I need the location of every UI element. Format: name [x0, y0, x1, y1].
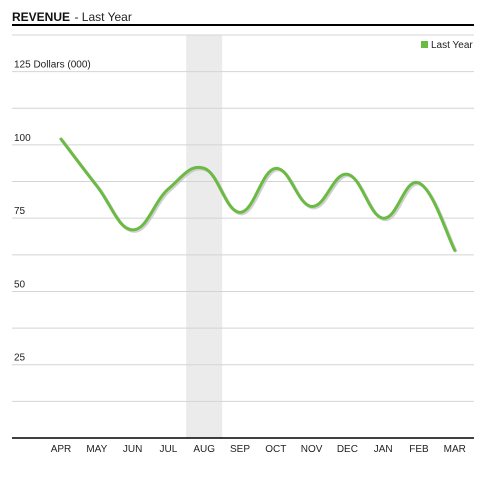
x-tick-label: JAN [374, 444, 393, 455]
y-tick-labels: 125 Dollars (000) 100 75 50 25 [14, 60, 91, 364]
series-line [59, 137, 457, 252]
x-tick-label: FEB [409, 444, 429, 455]
highlight-band-group [186, 35, 223, 438]
series-group [59, 137, 458, 253]
y-tick-label: 25 [14, 353, 26, 364]
chart-subtitle: - Last Year [74, 10, 132, 24]
y-tick-label: 75 [14, 206, 26, 217]
highlight-band-aug [186, 35, 223, 438]
chart-title: REVENUE [12, 10, 71, 24]
gridlines [12, 34, 474, 402]
x-tick-label: APR [51, 444, 72, 455]
x-tick-label: MAY [86, 444, 107, 455]
x-tick-label: AUG [193, 444, 215, 455]
legend: Last Year [421, 40, 473, 51]
legend-swatch [421, 41, 428, 48]
x-tick-labels: APR MAY JUN JUL AUG SEP OCT NOV DEC JAN FEB MAR [51, 444, 466, 455]
chart-header: REVENUE - Last Year [12, 8, 474, 26]
x-tick-label: NOV [301, 444, 323, 455]
x-tick-label: JUN [123, 444, 142, 455]
y-tick-label: 100 [14, 133, 31, 144]
x-tick-label: SEP [230, 444, 250, 455]
series-shadow [61, 139, 458, 253]
y-tick-label: 125 Dollars (000) [14, 60, 91, 71]
x-tick-label: JUL [160, 444, 178, 455]
x-tick-label: OCT [265, 444, 286, 455]
legend-label: Last Year [431, 40, 473, 51]
y-tick-label: 50 [14, 279, 26, 290]
x-tick-label: DEC [337, 444, 358, 455]
x-tick-label: MAR [444, 444, 466, 455]
